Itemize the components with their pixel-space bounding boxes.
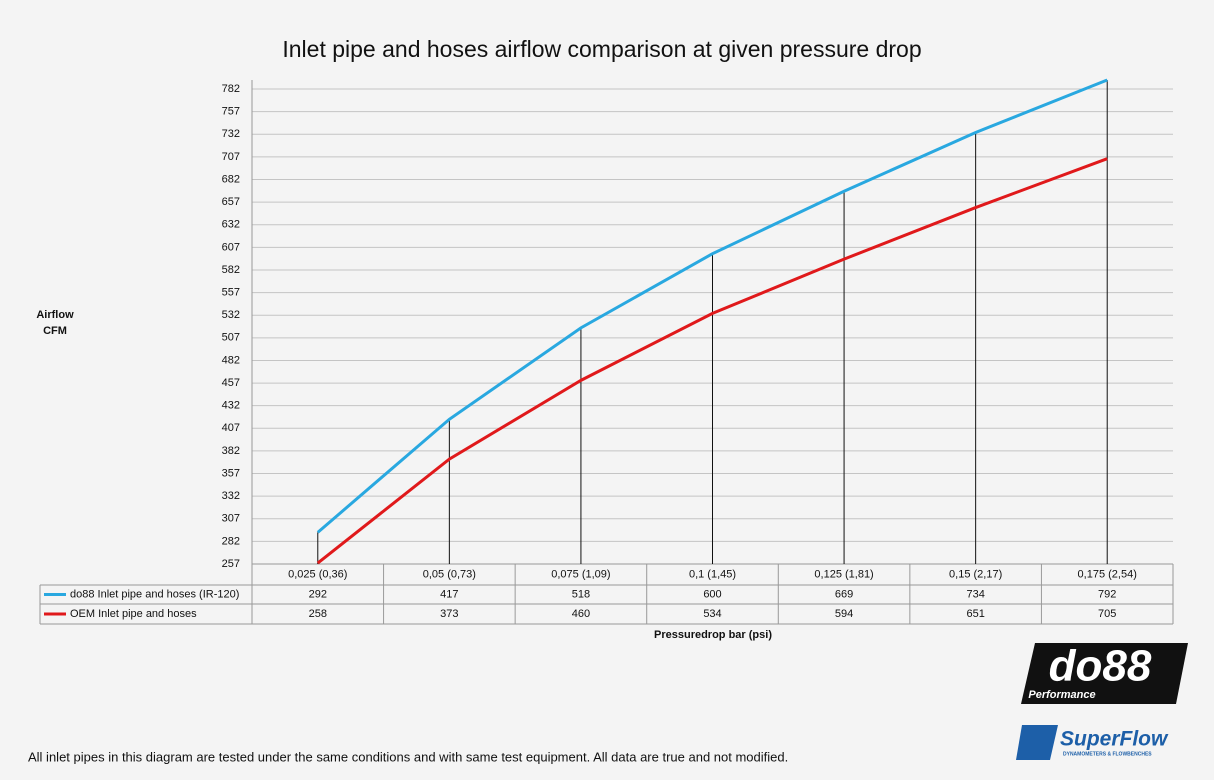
y-tick-label: 257 xyxy=(222,558,240,570)
do88-logo: do88 Performance xyxy=(1021,642,1188,704)
footnote: All inlet pipes in this diagram are test… xyxy=(28,749,788,764)
table-value: 460 xyxy=(572,608,590,620)
y-tick-label: 757 xyxy=(222,106,240,118)
logo-text: Performance xyxy=(1028,689,1095,701)
logo-text: do88 xyxy=(1049,642,1152,691)
superflow-logo: SuperFlow DYNAMOMETERS & FLOWBENCHES xyxy=(1016,725,1169,760)
table-value: 669 xyxy=(835,588,853,600)
table-value: 792 xyxy=(1098,588,1116,600)
series-line xyxy=(316,78,1108,534)
y-tick-label: 532 xyxy=(222,309,240,321)
y-tick-label: 782 xyxy=(222,83,240,95)
logo-shape xyxy=(1016,725,1058,760)
table-value: 292 xyxy=(309,588,327,600)
table-value: 594 xyxy=(835,608,853,620)
x-tick-label: 0,1 (1,45) xyxy=(689,568,736,580)
x-tick-label: 0,175 (2,54) xyxy=(1078,568,1137,580)
logo-shape xyxy=(1021,643,1188,704)
y-axis-label: CFM xyxy=(43,325,67,337)
y-tick-label: 282 xyxy=(222,535,240,547)
y-tick-label: 432 xyxy=(222,400,240,412)
legend-label: OEM Inlet pipe and hoses xyxy=(70,608,197,620)
table-value: 651 xyxy=(966,608,984,620)
table-value: 600 xyxy=(703,588,721,600)
table-value: 734 xyxy=(966,588,984,600)
table-value: 258 xyxy=(309,608,327,620)
x-tick-label: 0,15 (2,17) xyxy=(949,568,1002,580)
table-value: 417 xyxy=(440,588,458,600)
x-tick-label: 0,075 (1,09) xyxy=(551,568,610,580)
x-tick-label: 0,05 (0,73) xyxy=(423,568,476,580)
y-tick-label: 357 xyxy=(222,467,240,479)
y-tick-label: 307 xyxy=(222,513,240,525)
series-line xyxy=(316,157,1108,565)
y-tick-label: 382 xyxy=(222,445,240,457)
y-axis-label: Airflow xyxy=(36,309,74,321)
table-value: 518 xyxy=(572,588,590,600)
y-tick-label: 582 xyxy=(222,264,240,276)
logo-text: DYNAMOMETERS & FLOWBENCHES xyxy=(1063,751,1152,757)
y-tick-label: 657 xyxy=(222,196,240,208)
y-tick-label: 632 xyxy=(222,219,240,231)
chart-title: Inlet pipe and hoses airflow comparison … xyxy=(282,36,921,62)
logo-text: SuperFlow xyxy=(1060,728,1169,751)
x-tick-label: 0,125 (1,81) xyxy=(814,568,873,580)
y-tick-label: 332 xyxy=(222,490,240,502)
y-tick-label: 557 xyxy=(222,287,240,299)
y-tick-label: 682 xyxy=(222,173,240,185)
y-tick-label: 407 xyxy=(222,422,240,434)
table-value: 705 xyxy=(1098,608,1116,620)
y-tick-label: 482 xyxy=(222,354,240,366)
y-tick-label: 732 xyxy=(222,128,240,140)
legend-label: do88 Inlet pipe and hoses (IR-120) xyxy=(70,588,239,600)
y-tick-label: 457 xyxy=(222,377,240,389)
y-tick-label: 607 xyxy=(222,241,240,253)
y-tick-label: 507 xyxy=(222,332,240,344)
table-value: 534 xyxy=(703,608,721,620)
x-axis-label: Pressuredrop bar (psi) xyxy=(654,629,772,641)
y-tick-label: 707 xyxy=(222,151,240,163)
table-value: 373 xyxy=(440,608,458,620)
x-tick-label: 0,025 (0,36) xyxy=(288,568,347,580)
